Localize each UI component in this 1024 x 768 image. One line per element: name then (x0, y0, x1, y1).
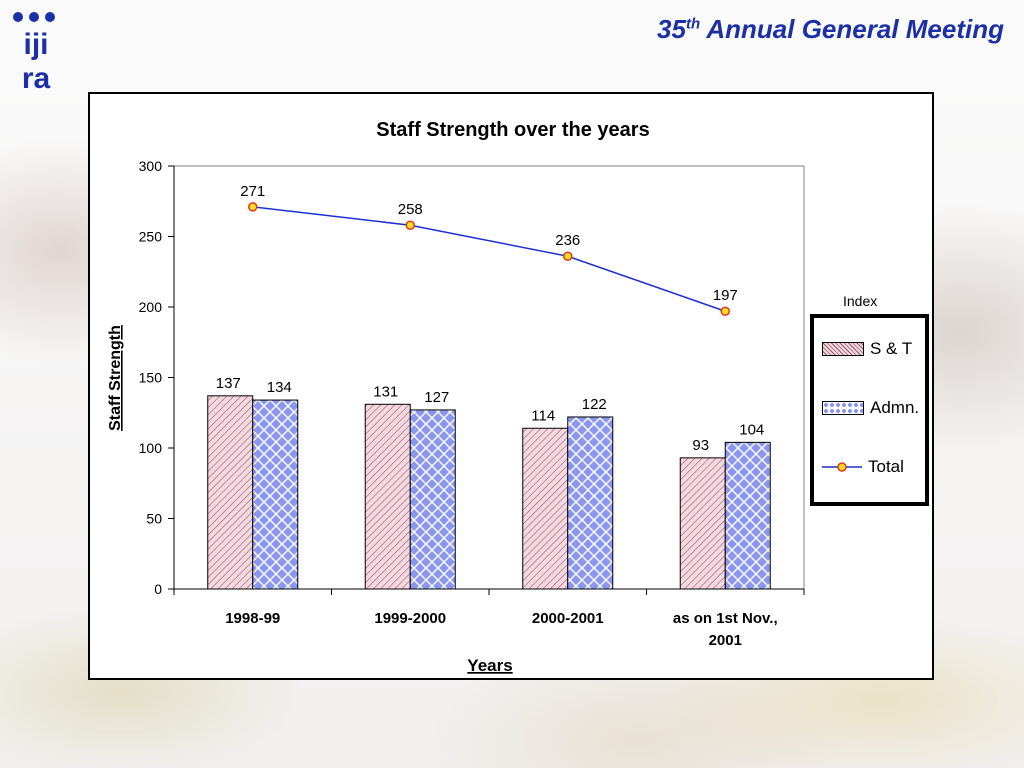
bar-data-label: 114 (531, 407, 555, 424)
y-tick-label: 200 (139, 299, 163, 315)
y-tick-label: 50 (146, 511, 162, 527)
x-tick-label: 2000-2001 (532, 610, 604, 627)
total-line (252, 206, 726, 312)
total-point (720, 306, 730, 316)
total-data-label: 271 (240, 183, 265, 200)
staff-strength-chart: Staff Strength over the years Staff Stre… (107, 119, 805, 675)
title-number: 35 (657, 14, 686, 44)
total-data-label: 197 (713, 287, 738, 304)
bar-admn (567, 416, 614, 590)
total-data-label: 236 (555, 232, 580, 249)
total-point (248, 202, 258, 212)
total-data-label: 258 (398, 201, 423, 218)
bar-st (364, 403, 411, 590)
bar-data-label: 122 (582, 396, 607, 413)
legend-label-total: Total (868, 457, 904, 476)
x-tick-label: as on 1st Nov., (673, 610, 778, 627)
bar-admn (252, 399, 299, 590)
bar-data-label: 131 (373, 383, 398, 400)
legend-item-total: Total (822, 457, 904, 477)
x-tick-label: 2001 (709, 632, 742, 649)
bar-data-label: 104 (739, 421, 764, 438)
bar-data-label: 127 (424, 389, 449, 406)
bar-admn (724, 441, 771, 590)
legend-item-st: S & T (822, 339, 912, 359)
title-rest: Annual General Meeting (700, 14, 1004, 44)
bar-st (207, 395, 254, 590)
logo-top-text: iji (23, 28, 48, 61)
bar-st (522, 427, 569, 590)
y-tick-label: 250 (139, 229, 163, 245)
legend-label-st: S & T (870, 339, 913, 358)
bar-data-label: 137 (216, 375, 241, 392)
y-tick-label: 0 (154, 581, 162, 597)
title-suffix: th (685, 15, 701, 33)
logo-bottom-text: ra (22, 62, 51, 94)
legend-swatch-total (822, 462, 862, 472)
x-axis-label: Years (467, 656, 512, 675)
plot-area: 0 50 100 150 200 250 300 137 134 1998-99 131 127 199… (139, 158, 805, 649)
total-point (563, 251, 573, 261)
x-tick-label: 1999-2000 (374, 610, 446, 627)
ijira-logo: iji ra (13, 12, 55, 94)
legend-label-admn: Admn. (870, 398, 920, 417)
chart-title: Staff Strength over the years (376, 119, 649, 141)
total-point (405, 220, 415, 230)
legend-item-admn: Admn. (822, 398, 919, 418)
legend: S & T Admn. Total (810, 314, 929, 506)
x-tick-label: 1998-99 (225, 610, 280, 627)
bar-data-label: 93 (692, 437, 709, 454)
y-tick-label: 100 (139, 440, 163, 456)
legend-swatch-st (822, 342, 864, 356)
legend-swatch-admn (822, 401, 864, 415)
y-tick-label: 150 (139, 370, 163, 386)
y-axis-label: Staff Strength (107, 325, 124, 431)
y-tick-label: 300 (139, 158, 163, 174)
chart-frame: Staff Strength over the years Staff Stre… (88, 92, 934, 680)
slide-title: 35th Annual General Meeting (657, 14, 1004, 45)
bar-data-label: 134 (267, 379, 292, 396)
bar-admn (409, 409, 456, 590)
legend-title: Index (843, 293, 878, 309)
bar-st (679, 457, 726, 590)
